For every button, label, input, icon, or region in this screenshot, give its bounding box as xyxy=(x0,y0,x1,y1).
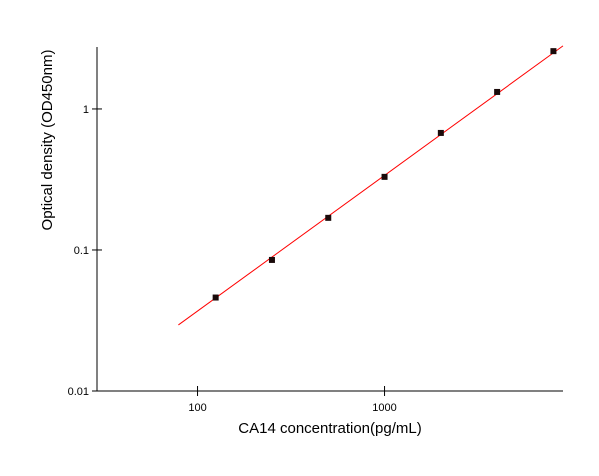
data-point xyxy=(268,256,275,263)
data-point xyxy=(325,214,332,221)
y-tick-label: 0.01 xyxy=(68,386,89,398)
x-tick-label: 1000 xyxy=(372,402,396,414)
data-point xyxy=(381,173,388,180)
y-axis-label: Optical density (OD450nm) xyxy=(39,50,56,231)
data-point xyxy=(437,129,444,136)
data-point xyxy=(494,88,501,95)
data-point xyxy=(212,294,219,301)
x-tick-label: 100 xyxy=(188,402,206,414)
fit-line xyxy=(178,45,564,326)
x-axis-label: CA14 concentration(pg/mL) xyxy=(238,420,421,437)
y-tick-label: 0.1 xyxy=(74,245,89,257)
y-tick-label: 1 xyxy=(83,104,89,116)
data-point xyxy=(550,48,557,55)
